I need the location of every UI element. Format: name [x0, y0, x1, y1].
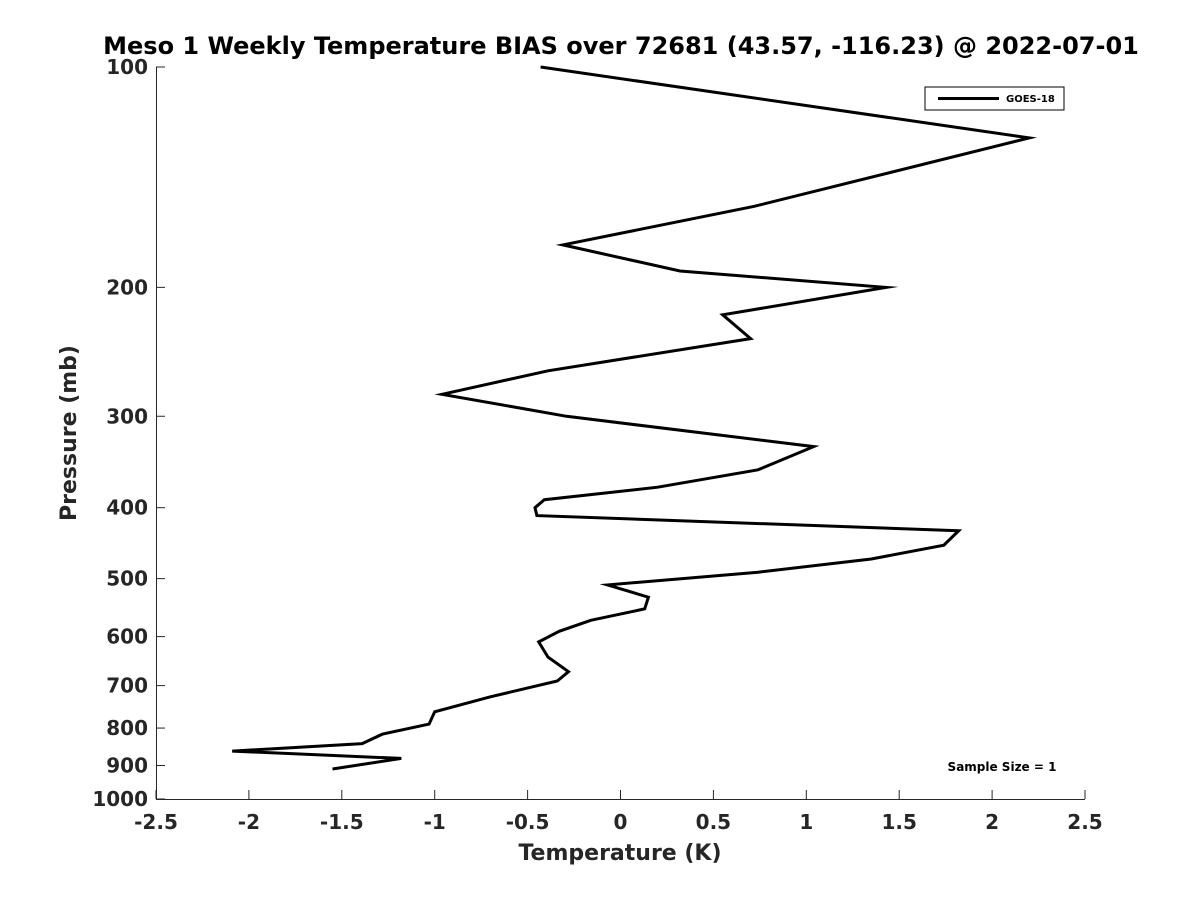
y-tick-label: 700 [106, 674, 148, 698]
x-tick-label: 0 [614, 810, 628, 834]
y-tick-label: 800 [106, 716, 148, 740]
legend-label: GOES-18 [1006, 94, 1055, 105]
y-axis-title: Pressure (mb) [57, 345, 82, 521]
x-tick-label: 2.5 [1067, 810, 1102, 834]
x-tick-label: -1 [424, 810, 446, 834]
y-tick-label: 100 [106, 55, 148, 79]
x-tick-label: -2 [238, 810, 260, 834]
y-tick-label: 600 [106, 625, 148, 649]
y-tick-label: 1000 [92, 787, 148, 811]
sample-size-annotation: Sample Size = 1 [948, 760, 1057, 774]
x-axis: -2.5 -2 -1.5 -1 -0.5 0 0.5 1 1.5 2 2.5 [134, 790, 1103, 834]
y-tick-label: 900 [106, 754, 148, 778]
y-axis: 100 200 300 400 500 600 700 800 900 1000 [92, 55, 165, 811]
legend: GOES-18 [924, 86, 1065, 111]
chart-title: Meso 1 Weekly Temperature BIAS over 7268… [103, 32, 1139, 60]
x-tick-label: -0.5 [506, 810, 550, 834]
x-axis-title: Temperature (K) [518, 841, 721, 866]
y-tick-label: 200 [106, 275, 148, 299]
x-tick-label: 1 [799, 810, 813, 834]
x-tick-label: 1.5 [881, 810, 916, 834]
series-line-goes-18 [232, 65, 1038, 771]
plot-area [156, 67, 1085, 799]
y-tick-label: 300 [106, 404, 148, 428]
series-layer [232, 65, 1038, 771]
y-tick-label: 400 [106, 496, 148, 520]
x-tick-label: -2.5 [134, 810, 178, 834]
x-tick-label: 0.5 [696, 810, 731, 834]
x-tick-label: -1.5 [320, 810, 364, 834]
y-tick-label: 500 [106, 567, 148, 591]
x-tick-label: 2 [985, 810, 999, 834]
